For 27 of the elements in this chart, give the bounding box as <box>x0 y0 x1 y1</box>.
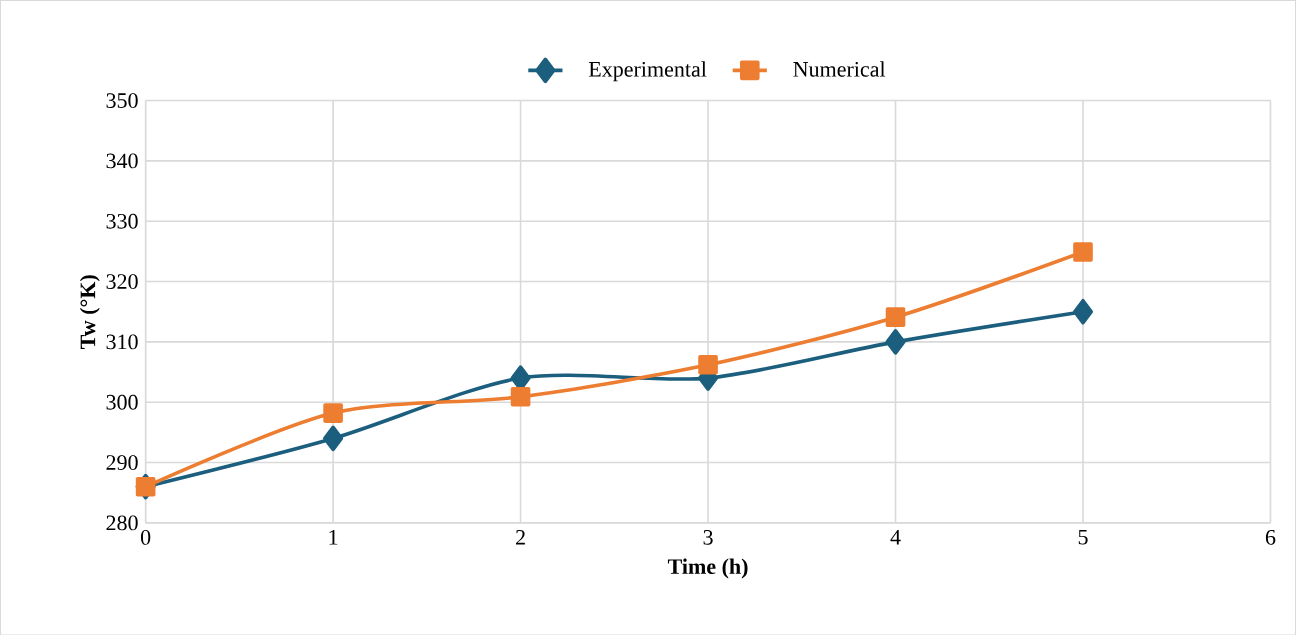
y-tick-label: 300 <box>106 394 138 410</box>
point <box>323 425 344 451</box>
point <box>323 403 343 423</box>
x-tick-label: 4 <box>890 529 901 545</box>
x-tick-label: 0 <box>140 529 151 545</box>
x-tick-label: 2 <box>516 529 525 545</box>
x-axis-title: Time (h) <box>667 558 748 579</box>
y-tick-label: 280 <box>106 515 138 531</box>
point <box>1072 298 1094 325</box>
y-axis-title: Tw (°K) <box>79 274 100 349</box>
y-tick-label: 320 <box>106 273 138 289</box>
x-tick-label: 5 <box>1078 529 1088 545</box>
y-tick-label: 340 <box>106 153 138 169</box>
y-tick-label: 310 <box>106 334 138 350</box>
point <box>1073 241 1093 262</box>
point <box>885 328 906 355</box>
point <box>698 354 718 375</box>
y-tick-label: 290 <box>106 454 138 470</box>
x-tick-label: 3 <box>703 529 713 545</box>
legend-label: Experimental <box>588 61 707 81</box>
legend-label: Numerical <box>793 61 886 77</box>
point <box>510 386 531 407</box>
y-tick-label: 350 <box>106 92 138 108</box>
x-tick-label: 6 <box>1265 529 1276 545</box>
point <box>885 307 906 327</box>
y-tick-label: 330 <box>106 213 138 229</box>
x-tick-label: 1 <box>329 529 338 545</box>
